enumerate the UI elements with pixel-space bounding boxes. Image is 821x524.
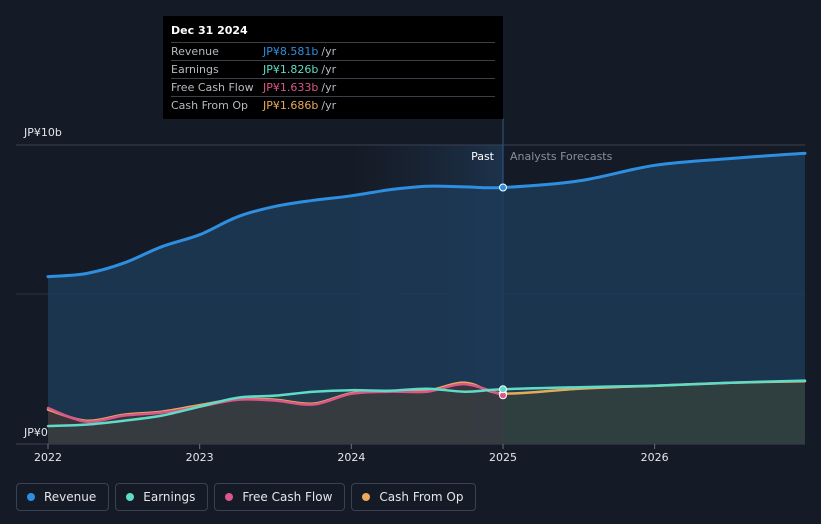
tooltip-row-cash-from-op: Cash From Op JP¥1.686b /yr (171, 96, 495, 114)
earnings-area (48, 380, 805, 444)
legend-item-free-cash-flow[interactable]: Free Cash Flow (214, 483, 346, 511)
y-axis-bottom-label: JP¥0 (23, 426, 48, 439)
x-tick-label: 2025 (489, 451, 517, 464)
free-cash-flow-line (46, 382, 505, 423)
revenue-line (46, 151, 807, 279)
tooltip-value: JP¥8.581b (263, 45, 319, 58)
legend-dot-icon (27, 493, 35, 501)
tooltip-unit: /yr (321, 63, 337, 76)
legend-item-revenue[interactable]: Revenue (16, 483, 110, 511)
earnings-marker (499, 385, 507, 394)
legend-label: Revenue (44, 490, 97, 504)
legend-dot-icon (126, 493, 135, 501)
legend-dot-icon (362, 493, 371, 501)
legend-label: Cash From Op (379, 490, 464, 504)
x-tick-label: 2023 (186, 451, 214, 464)
tooltip-row-revenue: Revenue JP¥8.581b /yr (171, 42, 495, 60)
tooltip-value: JP¥1.686b (263, 99, 319, 112)
tooltip-unit: /yr (321, 99, 337, 112)
earnings-line (46, 379, 807, 428)
legend-item-earnings[interactable]: Earnings (115, 483, 209, 511)
cash-from-op-area (48, 381, 805, 444)
tooltip-value: JP¥1.826b (263, 63, 319, 76)
legend-label: Earnings (143, 490, 196, 504)
tooltip-unit: /yr (321, 45, 337, 58)
y-axis-top-label: JP¥10b (23, 126, 62, 139)
free-cash-flow-area (48, 384, 503, 444)
tooltip-date: Dec 31 2024 (171, 24, 248, 37)
tooltip-row-earnings: Earnings JP¥1.826b /yr (171, 60, 495, 78)
revenue-marker (499, 183, 507, 192)
tooltip-label: Revenue (171, 45, 219, 58)
legend-dot-icon (225, 493, 234, 501)
x-tick-label: 2022 (34, 451, 62, 464)
tooltip-label: Earnings (171, 63, 219, 76)
tooltip-row-free-cash-flow: Free Cash Flow JP¥1.633b /yr (171, 78, 495, 96)
legend-item-cash-from-op[interactable]: Cash From Op (351, 483, 477, 511)
x-tick-label: 2024 (337, 451, 365, 464)
legend-label: Free Cash Flow (242, 490, 333, 504)
x-tick-label: 2026 (641, 451, 669, 464)
data-tooltip: Dec 31 2024 Revenue JP¥8.581b /yr Earnin… (163, 16, 503, 119)
chart-legend: Revenue Earnings Free Cash Flow Cash Fro… (16, 483, 477, 511)
forecast-label: Analysts Forecasts (510, 150, 613, 163)
past-label: Past (471, 150, 495, 163)
tooltip-unit: /yr (321, 81, 337, 94)
tooltip-label: Free Cash Flow (171, 81, 254, 94)
revenue-area (48, 153, 805, 444)
tooltip-value: JP¥1.633b (263, 81, 319, 94)
tooltip-label: Cash From Op (171, 99, 249, 112)
